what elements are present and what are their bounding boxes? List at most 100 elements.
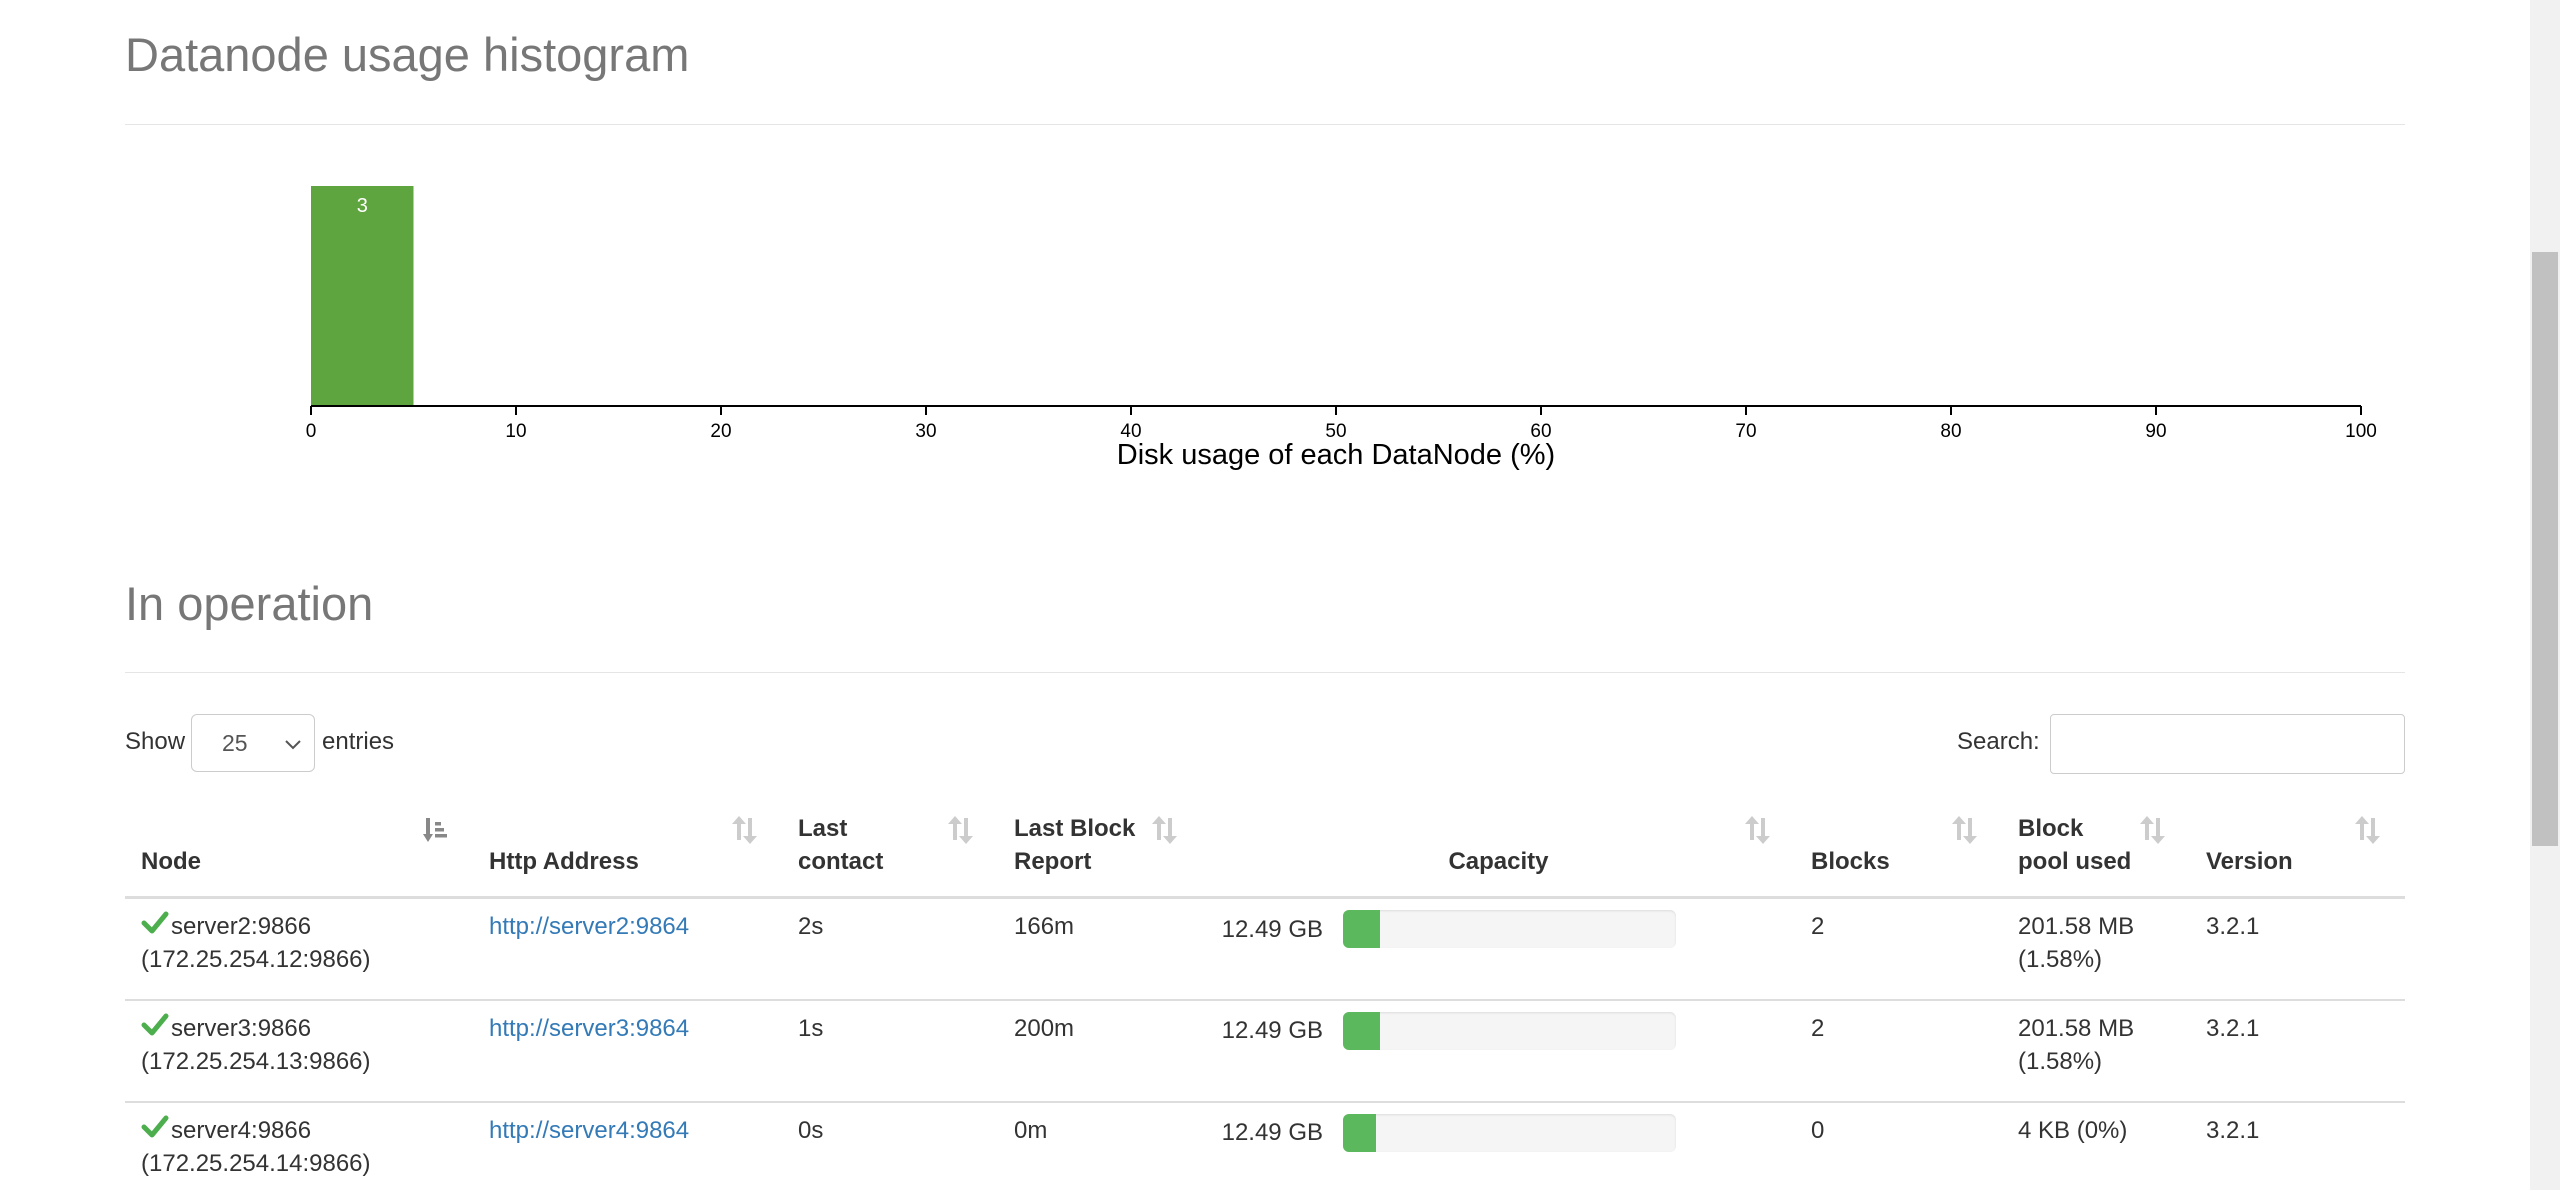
datanode-table: Node Http Address Last contact (125, 804, 2405, 1204)
cell-node: server3:9866 (172.25.254.13:9866) (125, 998, 473, 1102)
cell-version: 3.2.1 (2190, 1100, 2405, 1204)
cell-capacity: 12.49 GB (1202, 898, 1795, 1000)
http-address-link[interactable]: http://server4:9864 (489, 1116, 690, 1144)
capacity-used-bar (1343, 1113, 1377, 1152)
x-axis-label: Disk usage of each DataNode (%) (1117, 439, 1555, 470)
sort-icon (1952, 816, 1977, 844)
header-node[interactable]: Node (125, 804, 473, 899)
sort-icon (1152, 816, 1177, 844)
cell-blocks: 2 (1811, 913, 1825, 940)
cell-last-contact: 0s (782, 1100, 998, 1204)
cell-last-contact: 2s (798, 913, 824, 940)
pool-used-size: 201.58 MB (2018, 913, 2135, 940)
header-last-block-line1: Last Block (1014, 815, 1136, 842)
cell-version: 3.2.1 (2206, 913, 2260, 940)
header-blocks[interactable]: Blocks (1795, 804, 2002, 899)
capacity-used-bar (1343, 1011, 1380, 1050)
check-icon (141, 1115, 169, 1137)
histogram-title: Datanode usage histogram (125, 28, 690, 81)
pool-used-size: 4 KB (0%) (2018, 1116, 2128, 1144)
x-axis-tick-label: 90 (2145, 421, 2166, 442)
header-blocks-label: Blocks (1811, 848, 1890, 875)
header-node-label: Node (141, 848, 201, 875)
capacity-value: 12.49 GB (1221, 1017, 1323, 1044)
pool-used-percent: (1.58%) (2018, 946, 2103, 973)
pool-used-percent: (1.58%) (2018, 1047, 2103, 1075)
capacity-value: 12.49 GB (1221, 1119, 1323, 1146)
header-last-block-report[interactable]: Last Block Report (998, 804, 1202, 899)
cell-blocks: 0 (1795, 1100, 2002, 1204)
cell-http: http://server2:9864 (473, 898, 782, 1000)
header-last-contact-line2: contact (798, 848, 884, 875)
cell-last-block-report: 0m (998, 1100, 1202, 1204)
cell-block-pool-used: 201.58 MB (1.58%) (2002, 998, 2190, 1102)
cell-last-block-report: 200m (998, 998, 1202, 1102)
capacity-progress (1343, 1113, 1676, 1152)
x-axis-tick-label: 70 (1735, 421, 1756, 442)
x-axis-tick-label: 50 (1325, 421, 1346, 442)
header-block-pool-used[interactable]: Block pool used (2002, 804, 2190, 899)
usage-histogram: 3 0 10 20 30 40 50 60 70 80 90 100 Disk usage of eac… (225, 170, 2385, 475)
node-name: server4:9866 (171, 1116, 312, 1144)
sort-icon (1745, 816, 1770, 844)
capacity-value: 12.49 GB (1221, 915, 1323, 943)
x-axis-tick-label: 60 (1530, 421, 1551, 442)
table-row: server4:9866 (172.25.254.14:9866) http:/… (125, 1100, 2405, 1204)
chevron-down-icon (285, 740, 301, 750)
node-address: (172.25.254.12:9866) (141, 946, 371, 973)
histogram-bar (311, 186, 414, 406)
check-icon (141, 911, 169, 934)
header-http-label: Http Address (489, 848, 639, 875)
cell-block-pool-used: 201.58 MB (1.58%) (2002, 898, 2190, 1000)
sort-icon (948, 816, 973, 844)
scrollbar-track[interactable] (2530, 0, 2560, 1190)
page-length-select[interactable]: 25 (191, 714, 315, 772)
header-last-contact[interactable]: Last contact (782, 804, 998, 899)
cell-block-pool-used: 4 KB (0%) (2002, 1100, 2190, 1204)
cell-http: http://server4:9864 (473, 1100, 782, 1204)
histogram-bar-label: 3 (357, 195, 368, 217)
cell-last-block-report: 166m (1014, 913, 1075, 940)
search-input[interactable] (2050, 714, 2405, 774)
pool-used-size: 201.58 MB (2018, 1014, 2135, 1042)
node-address: (172.25.254.13:9866) (141, 1047, 371, 1075)
node-name: server2:9866 (171, 913, 312, 940)
cell-capacity: 12.49 GB (1202, 998, 1795, 1102)
capacity-progress (1343, 1011, 1676, 1050)
http-address-link[interactable]: http://server2:9864 (489, 913, 690, 940)
sort-icon (2140, 816, 2165, 844)
page-length-value: 25 (222, 729, 248, 756)
x-axis-tick-label: 100 (2345, 421, 2377, 442)
cell-blocks: 2 (1795, 998, 2002, 1102)
header-last-block-line2: Report (1014, 848, 1092, 875)
x-axis-tick-label: 40 (1120, 421, 1141, 442)
table-row: server3:9866 (172.25.254.13:9866) http:/… (125, 998, 2405, 1102)
header-version[interactable]: Version (2190, 804, 2405, 899)
x-axis-tick-label: 30 (915, 421, 936, 442)
sort-icon (732, 816, 757, 844)
header-http-address[interactable]: Http Address (473, 804, 782, 899)
x-axis-tick-label: 10 (505, 421, 526, 442)
cell-last-contact: 1s (782, 998, 998, 1102)
show-label: Show (125, 728, 186, 755)
node-name: server3:9866 (171, 1014, 312, 1042)
http-address-link[interactable]: http://server3:9864 (489, 1014, 690, 1042)
scrollbar-thumb[interactable] (2532, 252, 2558, 846)
cell-node: server4:9866 (172.25.254.14:9866) (125, 1100, 473, 1204)
header-capacity-label: Capacity (1448, 848, 1549, 875)
entries-label: entries (322, 728, 395, 755)
x-axis-tick-label: 80 (1940, 421, 1961, 442)
cell-node: server2:9866 (172.25.254.12:9866) (125, 898, 473, 1000)
check-icon (141, 1013, 169, 1035)
header-pool-line1: Block (2018, 815, 2084, 842)
divider (125, 124, 2405, 125)
header-version-label: Version (2206, 848, 2293, 875)
search-label: Search: (1957, 728, 2040, 755)
x-axis-tick-label: 0 (306, 421, 317, 442)
table-header-row: Node Http Address Last contact (125, 804, 2405, 899)
header-capacity[interactable]: Capacity (1202, 804, 1795, 899)
operation-title: In operation (125, 577, 374, 630)
sort-icon (2355, 816, 2380, 844)
x-axis-tick-label: 20 (710, 421, 731, 442)
